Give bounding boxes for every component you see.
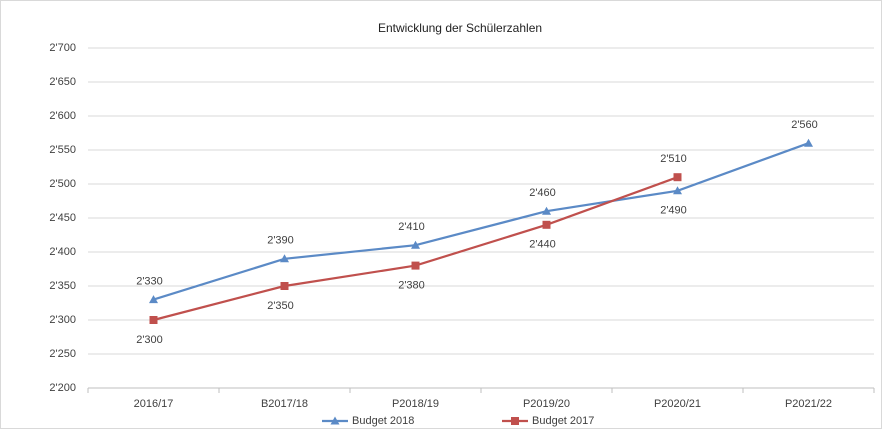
data-point bbox=[673, 186, 682, 195]
data-label: 2'560 bbox=[791, 119, 818, 131]
data-label: 2'330 bbox=[136, 276, 163, 288]
x-tick-label: B2017/18 bbox=[261, 398, 308, 410]
data-point bbox=[804, 138, 813, 147]
data-point bbox=[673, 173, 682, 182]
legend-marker bbox=[330, 416, 340, 425]
data-point bbox=[411, 261, 420, 270]
x-tick-label: 2016/17 bbox=[134, 398, 174, 410]
data-label: 2'300 bbox=[136, 334, 163, 346]
y-tick-label: 2'500 bbox=[49, 178, 76, 190]
data-point bbox=[149, 295, 158, 304]
y-tick-label: 2'550 bbox=[49, 144, 76, 156]
legend-label: Budget 2017 bbox=[532, 415, 594, 427]
legend-label: Budget 2018 bbox=[352, 415, 414, 427]
data-label: 2'440 bbox=[529, 239, 556, 251]
data-point bbox=[411, 240, 420, 249]
chart-title: Entwicklung der Schülerzahlen bbox=[378, 21, 542, 35]
data-point bbox=[280, 282, 289, 290]
data-point bbox=[542, 206, 551, 215]
series-line bbox=[153, 142, 809, 301]
y-tick-label: 2'650 bbox=[49, 76, 76, 88]
x-tick-label: P2020/21 bbox=[654, 398, 701, 410]
y-tick-label: 2'700 bbox=[49, 42, 76, 54]
data-label: 2'410 bbox=[398, 221, 425, 233]
data-point bbox=[542, 220, 551, 229]
data-label: 2'380 bbox=[398, 280, 425, 292]
x-tick-label: P2018/19 bbox=[392, 398, 439, 410]
x-tick-label: P2019/20 bbox=[523, 398, 570, 410]
y-tick-label: 2'300 bbox=[49, 314, 76, 326]
y-tick-label: 2'450 bbox=[49, 212, 76, 224]
legend-marker bbox=[511, 417, 519, 425]
data-label: 2'390 bbox=[267, 235, 294, 247]
data-point bbox=[280, 254, 289, 263]
x-tick-label: P2021/22 bbox=[785, 398, 832, 410]
y-tick-label: 2'200 bbox=[49, 382, 76, 394]
y-tick-label: 2'600 bbox=[49, 110, 76, 122]
y-tick-label: 2'350 bbox=[49, 280, 76, 292]
data-point bbox=[149, 316, 158, 324]
data-label: 2'350 bbox=[267, 300, 294, 312]
y-tick-label: 2'250 bbox=[49, 348, 76, 360]
data-label: 2'490 bbox=[660, 205, 687, 217]
data-label: 2'460 bbox=[529, 187, 556, 199]
data-label: 2'510 bbox=[660, 153, 687, 165]
y-tick-label: 2'400 bbox=[49, 246, 76, 258]
